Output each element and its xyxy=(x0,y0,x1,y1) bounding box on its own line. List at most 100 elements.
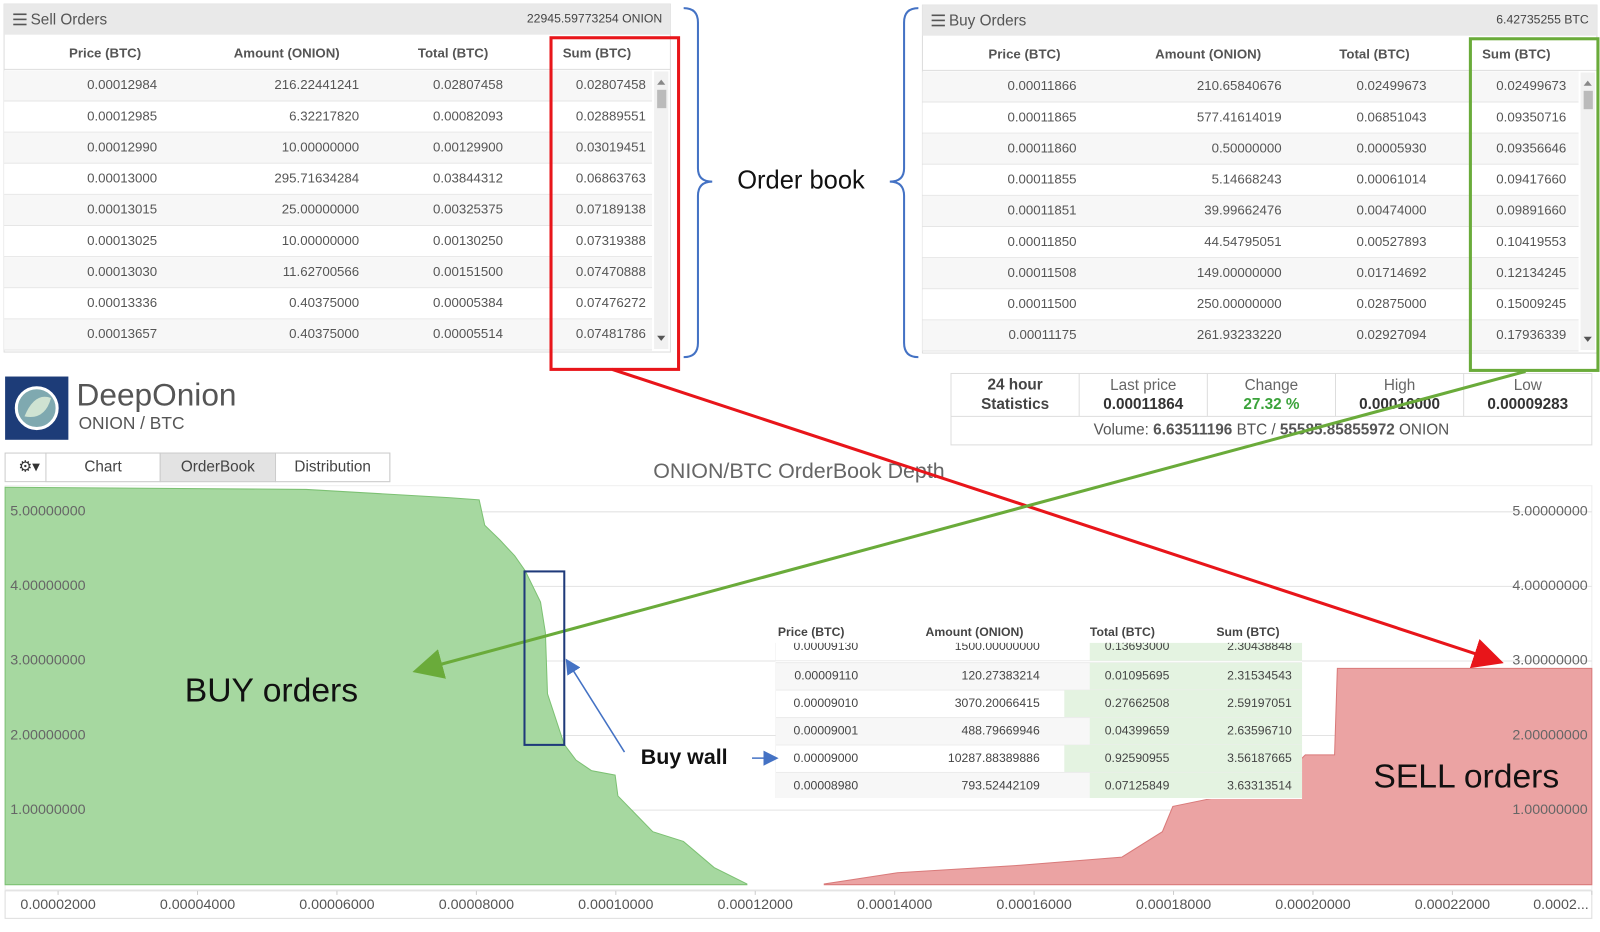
brace xyxy=(683,7,713,359)
cell: 0.00151500 xyxy=(433,264,503,279)
tab-label[interactable]: OrderBook xyxy=(181,458,255,475)
base-layer: Sell Orders 22945.59773254 ONION Price (BT… xyxy=(3,3,1598,919)
cell: 0.01714692 xyxy=(1357,265,1427,280)
cell: 0.00009010 xyxy=(794,696,859,710)
stats-value: 0.00011864 xyxy=(1103,396,1183,413)
scrollbar xyxy=(1580,72,1595,350)
cell: 250.00000000 xyxy=(1197,296,1282,311)
cell: 0.00011175 xyxy=(1008,327,1076,342)
cell: 0.00013336 xyxy=(87,295,157,310)
panel-header xyxy=(922,5,1597,36)
volume-part: BTC / xyxy=(1232,422,1276,439)
y-tick-label: 4.00000000 xyxy=(1512,578,1587,594)
row xyxy=(4,163,653,195)
cell: 0.00527893 xyxy=(1357,234,1427,249)
depth-highlight xyxy=(1064,744,1303,773)
cell: 0.00011508 xyxy=(1007,265,1076,280)
panel-title: Buy Orders xyxy=(949,12,1027,29)
tab[interactable] xyxy=(274,452,391,483)
row xyxy=(4,226,653,258)
column-header: Price (BTC) xyxy=(69,46,141,61)
cell: 44.54795051 xyxy=(1204,234,1281,249)
cell: 0.07319388 xyxy=(576,233,646,248)
brace xyxy=(889,7,919,359)
cell: 1500.00000000 xyxy=(955,639,1040,653)
cell: 0.02927094 xyxy=(1357,327,1427,342)
stats-label: 24 hour Statistics xyxy=(981,377,1049,413)
cell: 0.00011860 xyxy=(1007,140,1076,155)
stats-label: High xyxy=(1384,377,1415,394)
cell: 0.07189138 xyxy=(576,202,646,217)
y-tick-label: 5.00000000 xyxy=(10,504,85,520)
cell: 0.06851043 xyxy=(1357,109,1427,124)
cell: 0.00011865 xyxy=(1007,109,1076,124)
annotation-layer: Order book Buy wall BUY orders SELL orde… xyxy=(185,7,1600,795)
cell: 0.00130250 xyxy=(433,233,503,248)
cell: 0.00009110 xyxy=(794,669,858,683)
column-header: Amount (ONION) xyxy=(234,46,340,61)
x-tick-label: 0.00002000 xyxy=(20,897,95,913)
cell: 6.32217820 xyxy=(289,108,359,123)
cell: 0.00013030 xyxy=(87,264,157,279)
cell: 3.63313514 xyxy=(1227,778,1292,792)
cell: 11.62700566 xyxy=(283,264,359,279)
cell: 2.31534543 xyxy=(1227,669,1292,683)
brand-name: DeepOnion xyxy=(77,376,237,412)
cell: 295.71634284 xyxy=(274,171,359,186)
arrow xyxy=(611,367,1504,669)
tab-label[interactable]: Chart xyxy=(84,458,122,475)
brand-pair: ONION / BTC xyxy=(79,413,185,433)
x-tick-label: 0.00010000 xyxy=(578,897,653,913)
row xyxy=(4,319,653,351)
cell: 577.41614019 xyxy=(1197,109,1282,124)
scroll-arrow xyxy=(657,335,666,341)
cell: 0.09891660 xyxy=(1496,203,1566,218)
cell: 0.00013000 xyxy=(87,171,157,186)
y-tick-label: 4.00000000 xyxy=(10,578,85,594)
x-tick-label: 0.00012000 xyxy=(718,897,793,913)
tab-label[interactable]: Distribution xyxy=(294,458,371,475)
cell: 0.02807458 xyxy=(576,77,646,92)
depth-highlight xyxy=(1089,642,1303,661)
annotation: SELL orders xyxy=(1373,758,1559,795)
settings-icon[interactable]: ⚙▾ xyxy=(18,458,40,475)
cell: 0.00009000 xyxy=(794,751,859,765)
column-header: Amount (ONION) xyxy=(1155,47,1261,62)
cell: 120.27383214 xyxy=(962,669,1040,683)
logo-leaf xyxy=(24,396,52,417)
stats-label-line: Statistics xyxy=(981,396,1049,413)
volume-part: 55585.85855972 xyxy=(1276,422,1395,439)
cell: 0.02889551 xyxy=(576,108,646,123)
scroll-thumb xyxy=(1583,90,1593,110)
cell: 0.00011851 xyxy=(1007,203,1076,218)
depth-highlight xyxy=(1089,772,1303,798)
column-header: Amount (ONION) xyxy=(926,625,1024,639)
x-tick-label: 0.00006000 xyxy=(299,897,374,913)
cell: 0.00474000 xyxy=(1357,203,1427,218)
arrow xyxy=(412,369,1526,679)
cell: 488.79669946 xyxy=(962,724,1040,738)
cell: 0.03019451 xyxy=(576,139,646,154)
cell: 0.00013657 xyxy=(87,326,157,341)
cell: 0.00325375 xyxy=(433,202,503,217)
volume-part: ONION xyxy=(1395,422,1449,439)
cell: 0.09417660 xyxy=(1496,172,1566,187)
cell: 0.02499673 xyxy=(1357,78,1427,93)
tab[interactable] xyxy=(45,452,161,483)
column-header: Total (BTC) xyxy=(418,46,488,61)
cell: 10287.88389886 xyxy=(948,751,1040,765)
scrollbar xyxy=(654,71,669,349)
cell: 0.04399659 xyxy=(1105,724,1170,738)
cell: 0.40375000 xyxy=(289,326,359,341)
cell: 0.00011855 xyxy=(1007,172,1076,187)
cell: 216.22441241 xyxy=(274,77,359,92)
inset-rows: 0.00009130 1500.00000000 0.13693000 2.30438… xyxy=(775,639,1303,798)
cell: 0.07476272 xyxy=(576,295,646,310)
volume-part: Volume: xyxy=(1094,422,1149,439)
cell: 0.00005384 xyxy=(433,295,503,310)
cell: 0.15009245 xyxy=(1496,296,1566,311)
cell: 0.00012985 xyxy=(87,108,157,123)
cell: 0.27662508 xyxy=(1105,696,1170,710)
column-header: Sum (BTC) xyxy=(1216,625,1279,639)
